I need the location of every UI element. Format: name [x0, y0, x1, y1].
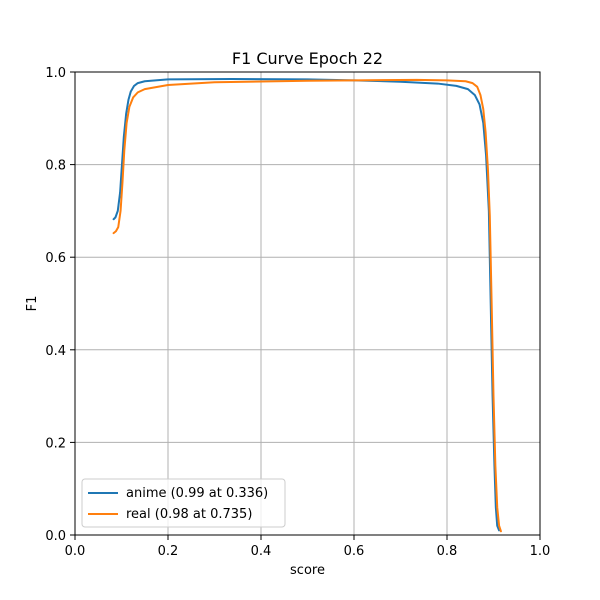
legend: anime (0.99 at 0.336) real (0.98 at 0.73… [81, 478, 286, 528]
y-tick-label: 0.6 [45, 251, 66, 266]
x-axis-ticks: 0.0 0.2 0.4 0.6 0.8 1.0 [65, 535, 551, 559]
y-axis-ticks: 0.0 0.2 0.4 0.6 0.8 1.0 [45, 66, 75, 544]
series-line-real [112, 78, 502, 533]
chart-title: F1 Curve Epoch 22 [232, 49, 383, 68]
plot-area [75, 72, 540, 535]
series-lines [112, 77, 502, 533]
legend-label-real: real (0.98 at 0.735) [126, 507, 252, 522]
y-tick-label: 1.0 [45, 66, 66, 81]
x-tick-label: 0.2 [158, 544, 179, 559]
y-tick-label: 0.4 [45, 344, 66, 359]
legend-box [81, 478, 286, 528]
x-tick-label: 1.0 [530, 544, 551, 559]
x-tick-label: 0.8 [437, 544, 458, 559]
y-tick-label: 0.8 [45, 159, 66, 174]
axes-frame [74, 71, 541, 536]
x-tick-label: 0.0 [65, 544, 86, 559]
x-tick-label: 0.4 [251, 544, 272, 559]
y-tick-label: 0.0 [45, 529, 66, 544]
x-axis-label: score [290, 563, 325, 578]
y-tick-label: 0.2 [45, 436, 66, 451]
y-axis-label: F1 [25, 296, 40, 312]
legend-label-anime: anime (0.99 at 0.336) [126, 486, 268, 501]
x-tick-label: 0.6 [344, 544, 365, 559]
